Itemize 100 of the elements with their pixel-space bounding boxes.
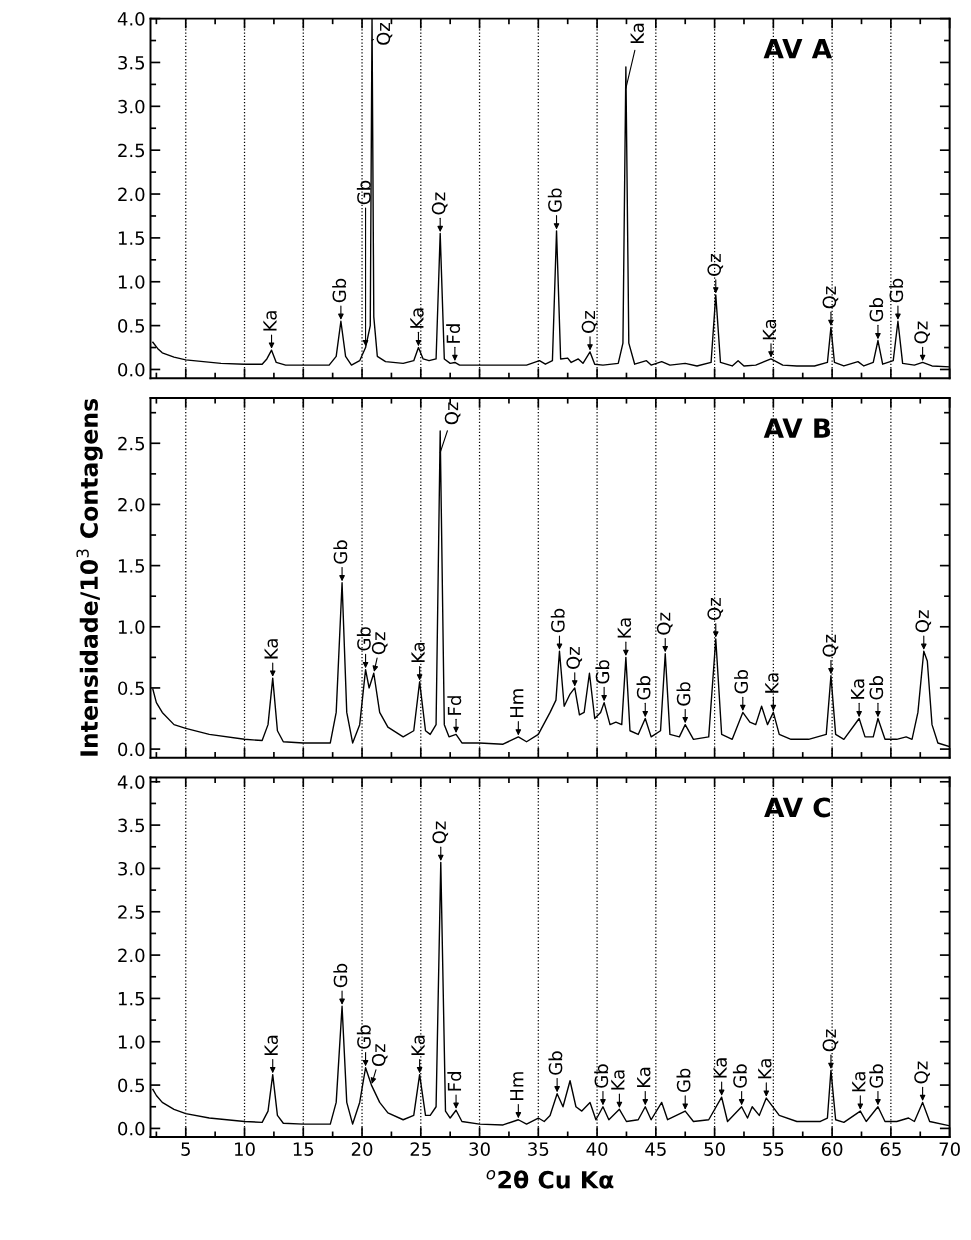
y-tick-label: 1.0: [118, 1035, 145, 1049]
annotation: Qz: [371, 1044, 388, 1067]
annotation: Qz: [914, 1061, 930, 1084]
x-tick-label: 35: [528, 1142, 549, 1156]
annotation: Fd: [447, 1072, 462, 1091]
y-tick-label: 1.5: [118, 559, 145, 573]
annotation: Gb: [356, 1025, 371, 1049]
annotation: Fd: [447, 696, 462, 715]
annotation: Qz: [707, 598, 724, 621]
annotation: Ka: [630, 23, 645, 44]
y-axis-title: Intensidade/10$^{3}$ Contagens: [76, 398, 103, 756]
y-tick-label: 2.5: [118, 436, 145, 451]
annotation: Ka: [758, 1059, 772, 1079]
y-tick-label: 2.5: [118, 143, 145, 158]
annotation: Ka: [850, 679, 865, 699]
y-tick-label: 2.5: [118, 905, 145, 919]
annotation: Fd: [446, 324, 461, 343]
x-tick-label: 40: [586, 1142, 608, 1156]
y-tick-label: 3.5: [118, 818, 145, 833]
annotation: Gb: [332, 278, 347, 303]
annotation: Qz: [822, 1029, 839, 1052]
x-tick-label: 65: [880, 1142, 901, 1156]
y-tick-label: 1.0: [118, 620, 145, 634]
y-tick-label: 3.0: [118, 861, 145, 876]
annotation: Ka: [713, 1058, 727, 1078]
annotation: Gb: [869, 298, 884, 322]
x-tick-label: 55: [763, 1142, 784, 1156]
y-tick-label: 0.5: [118, 1078, 145, 1093]
annotation: Ka: [411, 1035, 425, 1055]
x-tick-label: 5: [181, 1142, 190, 1156]
annotation: Gb: [676, 682, 691, 706]
annotation: Qz: [432, 821, 449, 844]
annotation: Gb: [356, 627, 371, 651]
annotation: Qz: [822, 634, 839, 657]
annotation: Gb: [889, 278, 904, 303]
y-tick-label: 2.0: [118, 187, 145, 202]
text: AV B: [763, 418, 831, 438]
y-tick-label: 3.0: [118, 99, 145, 114]
x-axis-title: $^{o}$2θ Cu Kα: [486, 1170, 614, 1189]
y-tick-label: 0.5: [118, 681, 145, 696]
annotation: Ka: [617, 618, 632, 638]
y-tick-label: 1.0: [118, 275, 145, 289]
x-tick-label: 70: [939, 1142, 960, 1156]
annotation: Qz: [656, 612, 673, 635]
annotation: Gb: [547, 188, 562, 212]
x-tick-label: 30: [469, 1142, 490, 1156]
annotation: Ka: [264, 1035, 278, 1055]
y-tick-label: 4.0: [117, 12, 145, 26]
annotation: Gb: [333, 540, 348, 564]
x-tick-label: 60: [821, 1142, 843, 1156]
x-tick-label: 50: [704, 1142, 725, 1156]
annotation: Qz: [914, 321, 930, 344]
annotation: Qz: [707, 254, 724, 276]
annotation: Ka: [852, 1072, 866, 1092]
annotation: Hm: [510, 689, 524, 718]
annotation: Hm: [510, 1072, 524, 1100]
annotation: Gb: [333, 963, 348, 988]
annotation: Ka: [263, 311, 277, 331]
annotation: Qz: [915, 610, 932, 633]
annotation: Gb: [356, 180, 371, 205]
y-tick-label: 0.5: [118, 319, 145, 333]
y-tick-label: 0.0: [118, 742, 145, 757]
annotation: Ka: [765, 673, 779, 693]
annotation: Qz: [444, 402, 461, 425]
annotation: Qz: [431, 192, 448, 215]
annotation: Ka: [411, 642, 425, 663]
annotation: Gb: [732, 1064, 747, 1088]
annotation: Qz: [371, 632, 388, 655]
y-tick-label: 4.0: [117, 775, 145, 789]
x-tick-label: 10: [235, 1142, 255, 1156]
annotation: Gb: [594, 1064, 609, 1088]
y-tick-label: 2.0: [118, 497, 145, 512]
annotation: Gb: [869, 1064, 884, 1088]
x-tick-label: 45: [645, 1142, 666, 1156]
annotation: Qz: [376, 22, 393, 45]
annotation: Gb: [636, 676, 651, 700]
annotation: Gb: [548, 1051, 563, 1075]
annotation: Qz: [581, 311, 598, 333]
annotation: Qz: [566, 647, 583, 669]
y-tick-label: 1.5: [118, 231, 145, 246]
y-tick-label: 0.0: [118, 1121, 145, 1136]
annotation: Gb: [676, 1068, 691, 1093]
annotation: Ka: [264, 639, 278, 659]
text: AV C: [764, 797, 830, 818]
annotation: Gb: [595, 660, 610, 684]
y-tick-label: 1.5: [118, 992, 145, 1006]
annotation: Qz: [822, 286, 839, 309]
y-tick-label: 0.0: [118, 362, 145, 377]
x-tick-label: 15: [293, 1142, 314, 1156]
annotation: Gb: [550, 608, 565, 633]
annotation: Ka: [611, 1070, 625, 1090]
x-tick-label: 25: [410, 1142, 431, 1156]
annotation: Ka: [410, 308, 424, 328]
annotation: Gb: [734, 669, 749, 694]
x-tick-label: 20: [351, 1142, 373, 1156]
y-tick-label: 3.5: [118, 55, 145, 70]
text: AV A: [763, 39, 833, 59]
annotation: Gb: [869, 676, 884, 700]
annotation: Ka: [762, 320, 777, 340]
annotation: Ka: [637, 1067, 651, 1087]
